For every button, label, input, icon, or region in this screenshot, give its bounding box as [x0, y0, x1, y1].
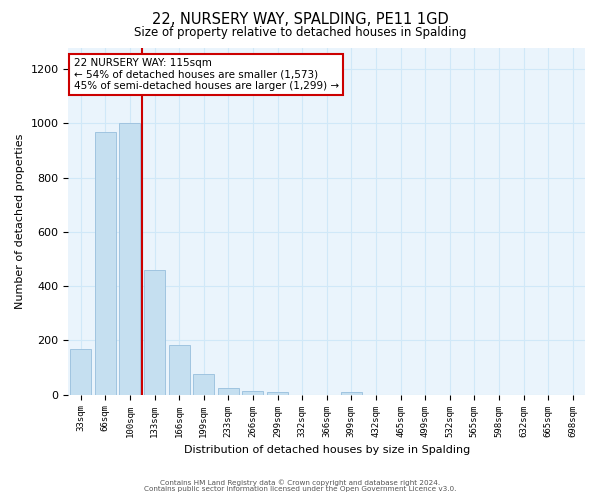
Bar	[144, 270, 165, 394]
Bar	[70, 348, 91, 395]
Bar	[169, 344, 190, 395]
X-axis label: Distribution of detached houses by size in Spalding: Distribution of detached houses by size …	[184, 445, 470, 455]
Y-axis label: Number of detached properties: Number of detached properties	[15, 134, 25, 309]
Bar	[267, 392, 288, 394]
Text: 22, NURSERY WAY, SPALDING, PE11 1GD: 22, NURSERY WAY, SPALDING, PE11 1GD	[152, 12, 448, 28]
Bar	[95, 132, 116, 394]
Text: Contains HM Land Registry data © Crown copyright and database right 2024.
Contai: Contains HM Land Registry data © Crown c…	[144, 479, 456, 492]
Bar	[193, 374, 214, 394]
Text: Size of property relative to detached houses in Spalding: Size of property relative to detached ho…	[134, 26, 466, 39]
Bar	[242, 390, 263, 394]
Text: 22 NURSERY WAY: 115sqm
← 54% of detached houses are smaller (1,573)
45% of semi-: 22 NURSERY WAY: 115sqm ← 54% of detached…	[74, 58, 338, 91]
Bar	[119, 124, 140, 394]
Bar	[341, 392, 362, 394]
Bar	[218, 388, 239, 394]
